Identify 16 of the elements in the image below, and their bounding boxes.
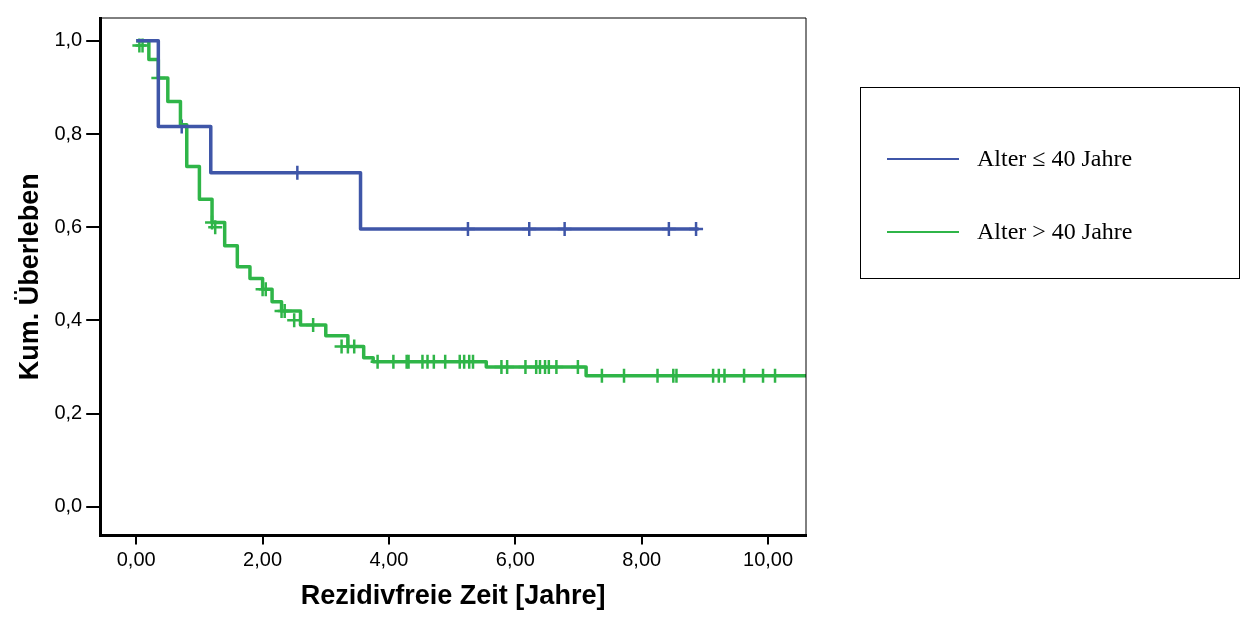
x-tick-label: 2,00 <box>243 548 283 571</box>
legend-label: Alter > 40 Jahre <box>977 218 1133 245</box>
y-axis-title: Kum. Überleben <box>13 173 44 381</box>
y-tick-label: 0,6 <box>54 214 83 237</box>
x-tick-label: 0,00 <box>116 548 156 571</box>
y-tick-label: 1,0 <box>54 28 83 51</box>
legend-label: Alter ≤ 40 Jahre <box>977 145 1133 172</box>
x-tick-label: 8,00 <box>622 548 662 571</box>
y-tick-label: 0,0 <box>54 494 83 517</box>
y-tick-label: 0,2 <box>54 401 83 424</box>
x-axis-title: Rezidivfreie Zeit [Jahre] <box>300 580 606 611</box>
y-tick-label: 0,8 <box>54 121 83 144</box>
x-tick-label: 6,00 <box>495 548 535 571</box>
x-tick-label: 10,00 <box>743 548 794 571</box>
y-tick-label: 0,4 <box>54 307 83 330</box>
x-tick-label: 4,00 <box>369 548 409 571</box>
